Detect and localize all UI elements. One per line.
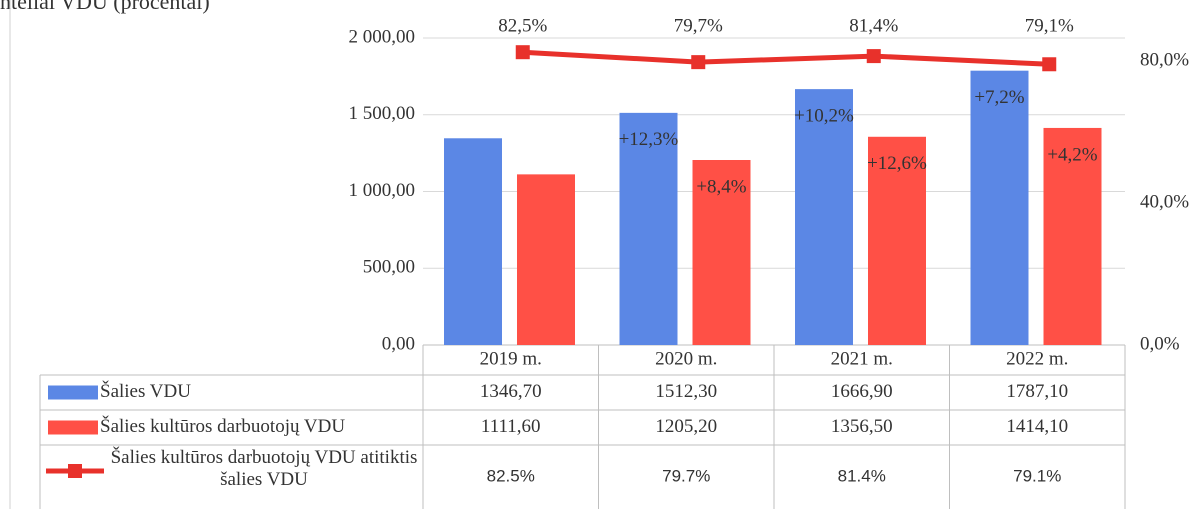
table-cell: 1356,50 [831, 416, 893, 437]
x-tick-label: 2020 m. [655, 348, 717, 369]
marker [515, 45, 530, 60]
table-cell: 1512,30 [655, 381, 717, 402]
data-label: 81,4% [849, 15, 898, 36]
legend-swatch [48, 385, 98, 400]
bar [517, 174, 575, 345]
bar [795, 89, 853, 345]
bar [444, 138, 502, 345]
chart-title: ntelial VDU (procentai) [0, 0, 210, 14]
legend-marker [68, 464, 82, 478]
growth-label: +10,2% [794, 105, 854, 126]
bar [692, 160, 751, 345]
growth-label: +7,2% [974, 87, 1024, 108]
table-cell: 79.1% [1013, 466, 1061, 485]
y-tick-label: 2 000,00 [349, 26, 416, 47]
legend-label: Šalies kultūros darbuotojų VDU atitiktis… [110, 447, 418, 490]
growth-label: +8,4% [696, 176, 746, 197]
line [522, 49, 1050, 67]
table-cell: 1787,10 [1006, 381, 1068, 402]
growth-label: +12,3% [619, 129, 679, 150]
y2-tick-label: 80,0% [1140, 49, 1189, 70]
table-cell: 1346,70 [480, 381, 542, 402]
marker [866, 49, 881, 64]
bar [1043, 127, 1102, 345]
legend-label: Šalies kultūros darbuotojų VDU [100, 415, 345, 437]
table-cell: 82.5% [487, 466, 535, 485]
marker [691, 55, 706, 70]
legend-swatch [48, 420, 98, 435]
legend-label: Šalies VDU [100, 380, 191, 402]
table-cell: 1111,60 [481, 416, 541, 437]
table-cell: 81.4% [838, 466, 886, 485]
y2-tick-label: 0,0% [1140, 333, 1180, 354]
y-tick-label: 0,00 [382, 333, 415, 354]
data-label: 79,1% [1025, 15, 1074, 36]
x-tick-label: 2019 m. [480, 348, 542, 369]
table-cell: 1666,90 [831, 381, 893, 402]
table-cell: 1205,20 [655, 416, 717, 437]
data-label: 79,7% [674, 15, 723, 36]
y-tick-label: 1 000,00 [349, 180, 416, 201]
y-tick-label: 500,00 [363, 257, 415, 278]
data-label: 82,5% [498, 15, 547, 36]
bar [868, 136, 926, 345]
table-cell: 79.7% [662, 466, 710, 485]
bar [619, 112, 678, 345]
y2-tick-label: 40,0% [1140, 191, 1189, 212]
marker [1042, 57, 1057, 72]
table-cell: 1414,10 [1006, 416, 1068, 437]
x-tick-label: 2022 m. [1006, 348, 1068, 369]
y-tick-label: 1 500,00 [349, 103, 416, 124]
growth-label: +12,6% [867, 153, 927, 174]
growth-label: +4,2% [1047, 144, 1097, 165]
bar [970, 70, 1029, 346]
x-tick-label: 2021 m. [831, 348, 893, 369]
